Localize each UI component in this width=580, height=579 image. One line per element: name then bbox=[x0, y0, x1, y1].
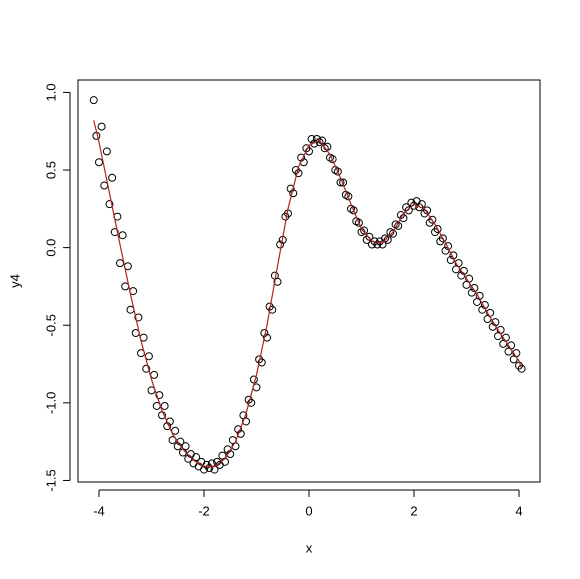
point bbox=[155, 391, 164, 400]
point bbox=[89, 96, 98, 105]
point bbox=[307, 134, 316, 143]
point bbox=[354, 218, 363, 227]
x-tick-label: -2 bbox=[198, 503, 210, 518]
point bbox=[263, 333, 271, 342]
point bbox=[404, 206, 413, 215]
point bbox=[116, 259, 124, 268]
point bbox=[360, 226, 369, 235]
point bbox=[118, 231, 127, 240]
x-tick-label: 4 bbox=[515, 503, 522, 518]
point bbox=[102, 147, 111, 156]
point bbox=[181, 442, 190, 451]
y-tick-label: 0.0 bbox=[43, 239, 58, 257]
x-tick-label: 2 bbox=[410, 503, 417, 518]
point bbox=[108, 173, 117, 182]
point bbox=[268, 305, 277, 314]
point bbox=[444, 242, 453, 251]
y-tick-label: -0.5 bbox=[43, 314, 58, 336]
point bbox=[438, 234, 447, 243]
y-tick-label: 1.0 bbox=[43, 83, 58, 101]
point bbox=[134, 313, 143, 322]
y-tick-label: -1.5 bbox=[43, 469, 58, 491]
x-tick-label: -4 bbox=[93, 503, 105, 518]
point bbox=[344, 192, 353, 201]
point bbox=[236, 429, 245, 438]
y-tick-label: 0.5 bbox=[43, 161, 58, 179]
point bbox=[150, 370, 159, 379]
point bbox=[286, 184, 295, 193]
point bbox=[470, 283, 479, 292]
x-tick-label: 0 bbox=[305, 503, 312, 518]
point bbox=[105, 200, 114, 209]
point bbox=[257, 358, 266, 367]
point bbox=[310, 139, 319, 148]
point bbox=[160, 401, 169, 410]
point bbox=[95, 158, 103, 167]
point bbox=[433, 225, 442, 234]
point bbox=[276, 240, 285, 249]
y-axis-title: y4 bbox=[7, 274, 22, 288]
point bbox=[247, 398, 256, 407]
y-tick-label: -1.0 bbox=[43, 392, 58, 414]
point bbox=[349, 206, 358, 215]
point bbox=[121, 282, 130, 291]
point bbox=[142, 364, 151, 373]
point bbox=[333, 167, 342, 176]
point bbox=[428, 215, 437, 224]
point bbox=[97, 122, 106, 131]
point bbox=[517, 364, 526, 373]
point bbox=[110, 228, 119, 237]
point bbox=[192, 453, 201, 462]
point bbox=[205, 464, 214, 473]
point bbox=[365, 232, 374, 241]
fit-line bbox=[93, 120, 523, 468]
point bbox=[328, 155, 337, 164]
point bbox=[423, 206, 432, 215]
point bbox=[389, 229, 397, 238]
point bbox=[383, 235, 392, 244]
x-axis-title: x bbox=[306, 540, 313, 555]
point bbox=[273, 277, 282, 286]
plot-box bbox=[77, 79, 541, 483]
point bbox=[294, 169, 303, 178]
point bbox=[234, 425, 243, 434]
point bbox=[100, 181, 109, 190]
